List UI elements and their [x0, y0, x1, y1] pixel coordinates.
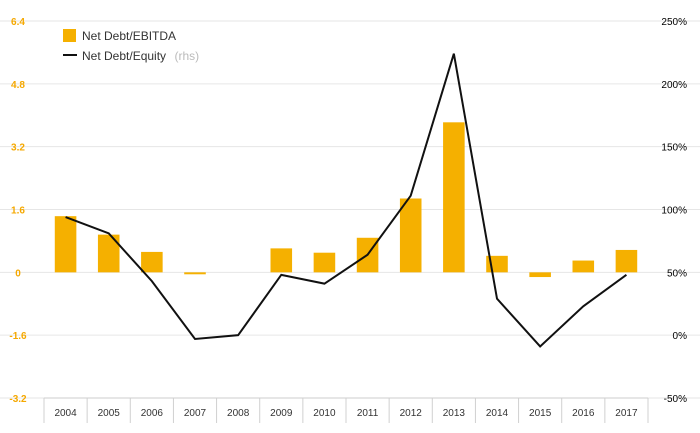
x-tick-label: 2015 [529, 408, 552, 419]
bar [54, 216, 77, 273]
x-tick-label: 2004 [54, 408, 77, 419]
y-left-tick-label: 3.2 [11, 143, 25, 154]
line-path [65, 53, 628, 348]
y-right-tick-label: -50% [664, 394, 687, 405]
x-tick-label: 2009 [270, 408, 293, 419]
legend-label-line-suffix: (rhs) [175, 49, 200, 63]
y-left-tick-label: -1.6 [9, 331, 27, 342]
y-right-tick-label: 150% [661, 143, 687, 154]
x-tick-label: 2013 [443, 408, 466, 419]
y-left-tick-label: 6.4 [11, 17, 25, 28]
bar [399, 198, 422, 273]
bar [184, 272, 206, 275]
y-right-tick-label: 100% [661, 206, 687, 217]
y-right-tick-label: 200% [661, 80, 687, 91]
x-tick-label: 2008 [227, 408, 250, 419]
legend-label-line: Net Debt/Equity (rhs) [82, 47, 199, 64]
bar [529, 272, 551, 278]
x-tick-label: 2012 [400, 408, 423, 419]
legend-label-bar: Net Debt/EBITDA [82, 29, 176, 43]
x-tick-label: 2017 [615, 408, 638, 419]
legend: Net Debt/EBITDA Net Debt/Equity (rhs) [63, 29, 199, 64]
y-left-tick-label: 4.8 [11, 80, 25, 91]
x-tick-label: 2010 [313, 408, 336, 419]
x-tick-label: 2014 [486, 408, 509, 419]
y-right-tick-label: 50% [667, 268, 687, 279]
bar [141, 251, 163, 273]
x-tick-label: 2007 [184, 408, 207, 419]
legend-swatch-bar [63, 29, 76, 42]
bar [313, 252, 336, 273]
y-left-tick-label: 1.6 [11, 206, 25, 217]
bar [615, 249, 638, 273]
axes: -3.2 -1.6 0 1.6 3.2 4.8 6.4 -50% 0% 50% 100% 150% 20… [9, 17, 687, 423]
y-right-tick-label: 0% [673, 331, 688, 342]
bar [443, 122, 465, 273]
legend-label-line-name: Net Debt/Equity [82, 49, 166, 63]
bar-series [54, 122, 638, 278]
bar [270, 248, 293, 273]
x-tick-label: 2005 [98, 408, 121, 419]
x-tick-label: 2011 [357, 408, 379, 419]
x-tick-label: 2006 [141, 408, 164, 419]
y-left-tick-label: 0 [15, 268, 21, 279]
x-tick-label: 2016 [572, 408, 595, 419]
y-right-tick-label: 250% [661, 17, 687, 28]
line-series [65, 53, 628, 348]
y-left-tick-label: -3.2 [9, 394, 27, 405]
grid [0, 20, 700, 399]
bar [572, 260, 595, 273]
bar [97, 234, 120, 273]
